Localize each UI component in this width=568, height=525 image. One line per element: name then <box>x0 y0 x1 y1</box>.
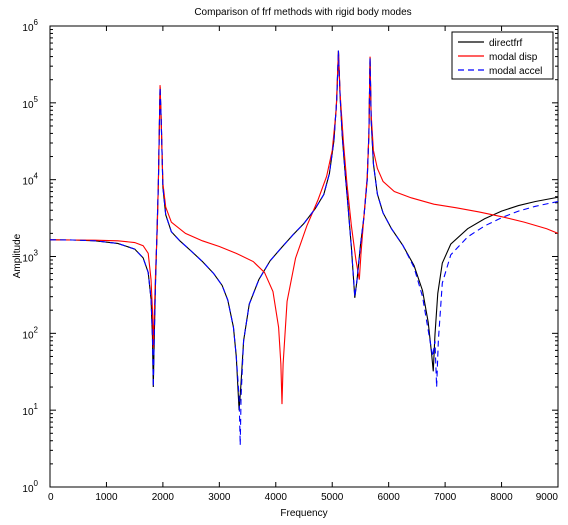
y-tick-label: 101 <box>22 402 38 418</box>
x-axis-title: Frequency <box>280 508 327 519</box>
y-axis-title: Amplitude <box>12 233 23 278</box>
series-line-modal-accel <box>49 50 559 446</box>
y-axis: 100 101 102 103 104 105 106 <box>22 18 558 495</box>
x-axis: 0 1000 2000 3000 4000 5000 6000 7000 8000 9000 <box>48 26 559 503</box>
y-tick-label: 102 <box>22 325 38 341</box>
x-tick-label: 6000 <box>378 492 401 503</box>
y-tick-label: 106 <box>22 18 38 34</box>
x-tick-label: 4000 <box>265 492 288 503</box>
y-tick-label: 103 <box>22 249 38 265</box>
x-tick-label: 7000 <box>434 492 457 503</box>
x-tick-label: 2000 <box>152 492 175 503</box>
y-tick-label: 104 <box>22 172 38 188</box>
legend-label: modal accel <box>489 66 542 77</box>
legend-label: directfrf <box>489 38 523 49</box>
x-tick-label: 9000 <box>536 492 559 503</box>
series-layer <box>49 50 559 446</box>
legend: directfrf modal disp modal accel <box>451 31 554 80</box>
x-tick-label: 1000 <box>95 492 118 503</box>
x-tick-label: 5000 <box>321 492 344 503</box>
y-tick-label: 105 <box>22 95 38 111</box>
y-tick-label: 100 <box>22 479 38 495</box>
x-tick-label: 8000 <box>490 492 513 503</box>
x-tick-label: 3000 <box>208 492 231 503</box>
chart-title: Comparison of frf methods with rigid bod… <box>194 7 411 18</box>
legend-label: modal disp <box>489 52 538 63</box>
x-tick-label: 0 <box>48 492 54 503</box>
plot-area-frame <box>49 25 559 488</box>
